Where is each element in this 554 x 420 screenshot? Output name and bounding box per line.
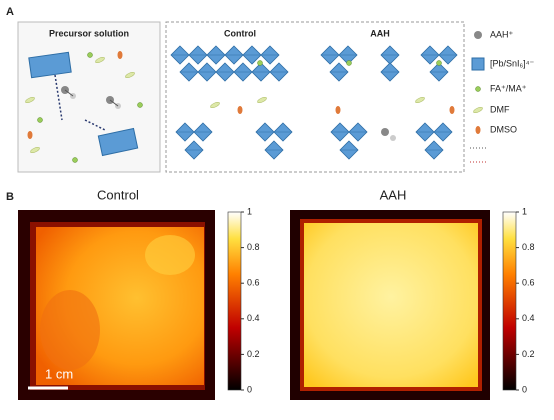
cation [87,52,93,58]
dmf [415,96,425,104]
colorbar-tick-label: 0.8 [522,242,535,252]
octahedron [28,51,72,79]
dmso [475,126,481,134]
scale-bar-label: 1 cm [45,366,73,381]
panel-label: A [6,6,14,18]
aah-title: AAH [370,28,390,38]
heatmap [304,223,478,387]
molecule [381,128,389,136]
molecule [390,135,396,141]
colorbar-tick-label: 0 [522,384,527,394]
colorbar-tick-label: 0.2 [522,349,535,359]
octahedron [97,127,139,157]
cation [37,117,43,123]
legend-label: AAH⁺ [490,29,514,39]
dmso [449,106,455,114]
dmf [95,56,105,64]
colorbar [227,211,242,391]
image-title: Control [97,187,139,202]
dmf [25,96,35,104]
legend-label: DMF [490,104,510,114]
image-title: AAH [380,187,407,202]
cation [475,86,481,92]
cation [436,60,442,66]
colorbar-tick-label: 1 [522,206,527,216]
dmf [257,96,267,104]
dmf [210,101,220,109]
colorbar [502,211,517,391]
dmf [125,71,135,79]
cation [137,102,143,108]
colorbar-tick-label: 0.8 [247,242,260,252]
legend-label: DMSO [490,124,517,134]
dmso [335,106,341,114]
legend-label: [Pb/SnI₆]⁴⁻ [490,58,535,68]
legend-label: FA⁺/MA⁺ [490,83,527,93]
legend-icon [474,31,482,39]
heatmap [145,235,195,275]
heatmap [40,290,100,370]
dmso [237,106,243,114]
control-title: Control [224,28,256,38]
cation [257,60,263,66]
legend-icon [471,57,485,71]
bond [109,99,119,107]
cation [346,60,352,66]
colorbar-tick-label: 0.6 [247,278,260,288]
cation [72,157,78,163]
dmso [117,51,123,59]
colorbar-tick-label: 0.4 [247,313,260,323]
colorbar-tick-label: 1 [247,206,252,216]
film-box [165,21,465,173]
colorbar-tick-label: 0 [247,384,252,394]
dmf [473,106,483,114]
colorbar-tick-label: 0.4 [522,313,535,323]
hbond [54,74,63,121]
colorbar-tick-label: 0.2 [247,349,260,359]
colorbar-tick-label: 0.6 [522,278,535,288]
panel-label: B [6,191,14,203]
dmso [27,131,33,139]
precursor-title: Precursor solution [49,28,129,38]
dmf [30,146,40,154]
bond [64,89,74,97]
